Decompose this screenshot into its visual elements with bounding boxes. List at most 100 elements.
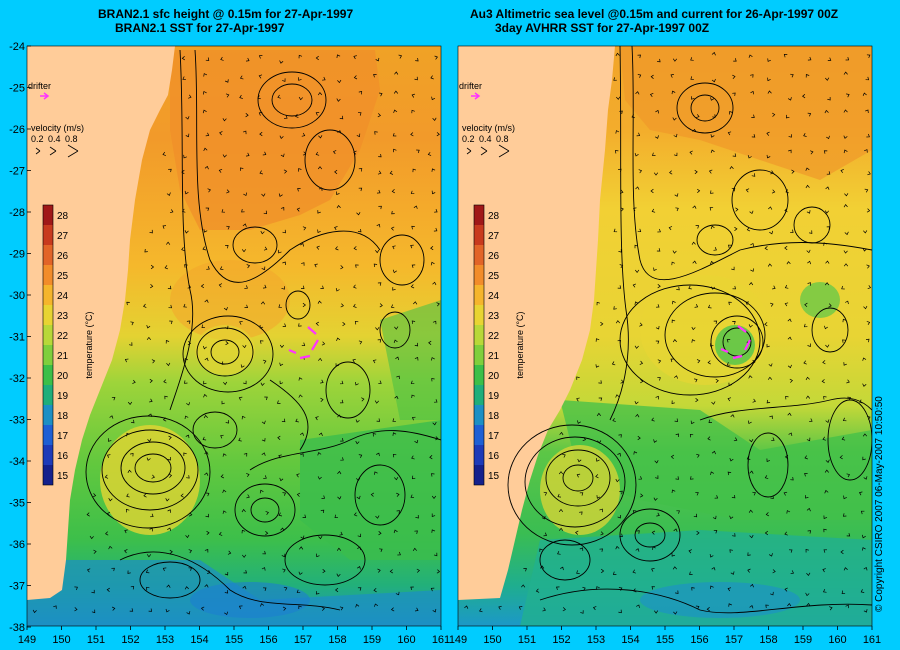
- current-vector: [146, 457, 151, 461]
- current-vector: [615, 52, 620, 57]
- lat-tick-label: -29: [9, 249, 25, 261]
- current-vector: [729, 166, 734, 170]
- current-vector: [299, 546, 304, 550]
- current-vector: [806, 507, 811, 512]
- current-vector: [411, 109, 415, 114]
- current-vector: [655, 109, 660, 114]
- current-vector: [202, 109, 207, 114]
- current-vector: [843, 203, 848, 208]
- current-vector: [618, 168, 622, 173]
- current-vector: [427, 151, 432, 156]
- current-vector: [557, 550, 561, 555]
- right-velocity-value-2: 0.4: [479, 134, 492, 144]
- current-vector: [127, 469, 132, 473]
- current-vector: [771, 189, 776, 194]
- current-vector: [315, 55, 319, 61]
- current-vector: [611, 361, 616, 366]
- colorbar-swatch: [474, 225, 484, 245]
- current-vector: [805, 167, 810, 171]
- current-vector: [394, 71, 399, 75]
- current-vector: [412, 416, 416, 421]
- current-vector: [863, 305, 868, 310]
- current-vector: [296, 589, 301, 594]
- current-vector: [219, 266, 224, 271]
- current-vector: [843, 263, 849, 267]
- current-vector: [278, 454, 282, 459]
- current-vector: [277, 94, 281, 99]
- current-vector: [334, 226, 338, 231]
- current-vector: [784, 454, 789, 460]
- current-vector: [355, 264, 359, 268]
- current-vector: [412, 547, 417, 551]
- current-vector: [298, 377, 303, 381]
- current-vector: [239, 605, 243, 610]
- current-vector: [634, 301, 639, 305]
- current-vector: [264, 396, 268, 401]
- current-vector: [747, 552, 751, 556]
- current-vector: [619, 189, 624, 194]
- current-vector: [282, 568, 286, 573]
- current-vector: [321, 341, 326, 346]
- current-vector: [768, 363, 773, 367]
- current-vector: [651, 417, 655, 422]
- lon-tick-label: 153: [156, 634, 174, 646]
- current-vector: [615, 130, 620, 134]
- current-vector: [377, 170, 382, 175]
- current-vector: [542, 607, 546, 612]
- current-vector: [167, 509, 172, 513]
- current-vector: [259, 131, 263, 137]
- current-vector: [221, 209, 226, 213]
- current-vector: [168, 473, 173, 478]
- current-vector: [600, 531, 604, 536]
- current-vector: [260, 603, 265, 607]
- current-vector: [147, 438, 152, 442]
- current-vector: [204, 451, 209, 455]
- current-vector: [415, 57, 419, 62]
- current-vector: [653, 172, 659, 176]
- current-vector: [127, 570, 131, 574]
- current-vector: [394, 326, 399, 330]
- current-vector: [301, 342, 306, 346]
- current-vector: [726, 339, 731, 343]
- current-vector: [580, 610, 584, 614]
- current-vector: [395, 356, 400, 361]
- current-vector: [336, 205, 341, 209]
- current-vector: [204, 584, 209, 588]
- current-vector: [225, 420, 229, 424]
- current-vector: [225, 341, 229, 346]
- right-velocity-arrow-large: [498, 144, 510, 158]
- current-vector: [787, 336, 792, 341]
- current-vector: [631, 114, 635, 119]
- current-vector: [843, 495, 847, 500]
- current-vector: [150, 284, 154, 289]
- current-vector: [339, 399, 344, 404]
- colorbar-swatch: [43, 405, 53, 425]
- current-vector: [790, 476, 794, 481]
- current-vector: [104, 474, 109, 479]
- current-vector: [282, 323, 287, 327]
- current-vector: [750, 74, 754, 78]
- current-vector: [767, 376, 773, 380]
- current-vector: [614, 150, 619, 154]
- lon-tick-label: 158: [328, 634, 346, 646]
- current-vector: [32, 609, 37, 614]
- lat-tick-label: -30: [9, 290, 25, 302]
- current-vector: [315, 112, 320, 116]
- current-vector: [732, 285, 736, 290]
- current-vector: [654, 610, 659, 614]
- current-vector: [314, 263, 318, 268]
- current-vector: [635, 269, 640, 273]
- colorbar-frame: [42, 204, 54, 486]
- current-vector: [337, 470, 342, 475]
- current-vector: [279, 380, 284, 385]
- current-vector: [786, 261, 791, 265]
- colorbar-tick-label: 18: [488, 411, 500, 422]
- current-vector: [636, 530, 640, 534]
- current-vector: [203, 229, 208, 233]
- colorbar-swatch: [474, 405, 484, 425]
- current-vector: [206, 266, 210, 270]
- current-vector: [841, 285, 845, 290]
- left-drifter-track: [288, 326, 319, 360]
- lat-tick-label: -37: [9, 581, 25, 593]
- current-vector: [315, 151, 320, 156]
